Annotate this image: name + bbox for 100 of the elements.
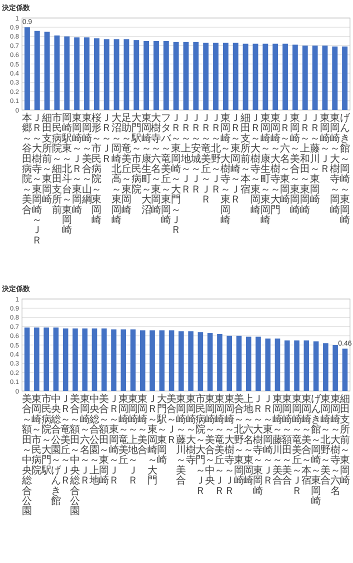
bar [274, 338, 280, 391]
category-label: ＪＲ～竜美丘～ＪＲ [60, 394, 71, 487]
x-tick-label: ＪＲ～ＪＲ [102, 113, 112, 165]
category-label: 美合～額田～中央総合公園 [70, 394, 80, 518]
bar [124, 39, 130, 110]
bar [64, 36, 70, 110]
bar [342, 46, 348, 110]
category-label: 細田支所前～東岡崎 [340, 394, 350, 487]
bar [282, 44, 288, 110]
category-label: 大沼～岡崎北高～東岡崎 [112, 113, 122, 226]
bar [159, 330, 165, 391]
bar [222, 42, 228, 110]
x-tick-label: ＪＲ～安城～ＪＲ [190, 113, 201, 196]
bar [284, 340, 290, 391]
bar [342, 348, 348, 391]
category-label: 細田支所前～東岡崎 [42, 113, 52, 206]
x-tick-label: 東岡崎～大樹寺 [186, 393, 196, 466]
x-tick-label: 東岡崎～ＪＲ [320, 112, 330, 175]
category-label: 東岡崎～大樹寺～岡崎 [330, 113, 340, 216]
category-label: ＪＲ～東岡崎～ＪＲ [108, 394, 119, 487]
category-label: 本郷～谷田病院～美合 [22, 113, 32, 216]
category-label: げんき館～岡崎～東岡崎 [311, 394, 322, 507]
bar [207, 333, 213, 391]
category-label: 東岡崎～竜美丘～ＪＲ [214, 394, 225, 497]
bar [188, 331, 194, 391]
category-label: 桜形～市民病院～東岡崎 [92, 113, 102, 226]
bar [232, 42, 238, 110]
x-tick-label: 細田支所前～本宿 [240, 113, 251, 196]
category-label: ＪＲ～大樹寺～東岡崎 [250, 113, 260, 216]
category-label: 美合～北野～東岡崎 [234, 394, 244, 487]
bar [111, 329, 116, 391]
bar [262, 44, 268, 110]
category-label: 東岡崎～藤川～美合 [272, 394, 283, 487]
bar [44, 32, 50, 110]
category-label: ＪＲ～上和田～東岡崎 [300, 113, 310, 216]
x-tick-label: 東岡崎～美合 [138, 393, 148, 456]
bar [62, 328, 68, 391]
bar [114, 39, 120, 110]
x-tick-label: 市民病院～大門駅 [40, 393, 52, 476]
category-label: 美合～額田～中央総合公園 [22, 394, 32, 518]
bar [265, 338, 271, 391]
bar [92, 328, 98, 391]
x-tick-label: ＪＲ～北野～ＪＲ [210, 113, 221, 196]
category-label: ＪＲ～東岡崎～ＪＲ [262, 394, 273, 487]
bar [193, 42, 199, 110]
bar [203, 42, 209, 110]
bar [292, 44, 298, 110]
bar [332, 345, 338, 391]
category-label: ＪＲ～六名～東岡崎 [280, 113, 290, 206]
bar [24, 328, 30, 391]
bar [72, 328, 78, 391]
bar [150, 330, 155, 391]
bar [256, 336, 261, 391]
category-label: 市民病院～大門～ＪＲ [195, 394, 206, 497]
category-label: 大樹寺～六名～東岡崎 [151, 113, 162, 216]
bar [74, 37, 80, 110]
category-label: 上地～六名～東岡崎 [244, 394, 254, 487]
bar [134, 40, 140, 110]
x-tick-label: 東岡崎～竜美丘 [118, 393, 128, 466]
category-label: ＪＲ～大樹寺～東岡崎 [253, 394, 264, 497]
bar [323, 343, 328, 391]
category-label: 中央総合公園～上地 [89, 394, 100, 487]
x-tick-label: 大門駅～東岡崎 [156, 393, 167, 466]
bar [304, 340, 310, 391]
bar [163, 41, 169, 110]
bar [54, 35, 60, 110]
bar [226, 336, 232, 391]
bar [302, 46, 308, 110]
category-label: 東岡崎～ＪＲ～東岡崎 [72, 113, 82, 216]
bar [44, 328, 49, 391]
category-label: 東岡崎～美合～中央 [205, 394, 216, 487]
bar [198, 332, 204, 391]
bar [104, 39, 110, 110]
bar [332, 46, 338, 110]
bar [130, 329, 136, 391]
bar [82, 328, 88, 391]
bar [144, 41, 150, 110]
bar [246, 336, 252, 391]
category-label: 東岡崎～竜美丘～ＪＲ [292, 394, 302, 497]
category-label: 中央総合公園～げんき館 [50, 394, 61, 507]
bar [94, 38, 100, 110]
bar [101, 328, 107, 391]
category-label: 東岡崎～大樹寺～六名 [330, 394, 340, 497]
bar [84, 37, 90, 110]
bar [183, 42, 189, 110]
x-tick-label: 大門駅～市民病院 [130, 112, 142, 196]
category-label: 東岡崎～大樹寺～東岡崎 [220, 113, 231, 226]
bar [140, 330, 146, 391]
bar [53, 328, 59, 391]
category-label: 東岡崎～美合～東岡崎 [290, 113, 300, 216]
category-label: 東岡崎～大樹寺～大門 [270, 113, 280, 216]
category-label: 足助～竜美丘～東岡崎 [121, 113, 132, 216]
category-label: 東岡崎～六名～ＪＲ [80, 394, 90, 487]
category-label: ＪＲ～東岡崎～大門 [147, 394, 158, 487]
bar [168, 330, 174, 391]
category-label: 東岡崎～藤川～美合 [176, 394, 186, 487]
bar [178, 331, 184, 391]
bar [120, 329, 126, 391]
bar [322, 46, 328, 110]
category-label: 岡崎駅東～北斗台～東岡崎 [62, 113, 72, 236]
